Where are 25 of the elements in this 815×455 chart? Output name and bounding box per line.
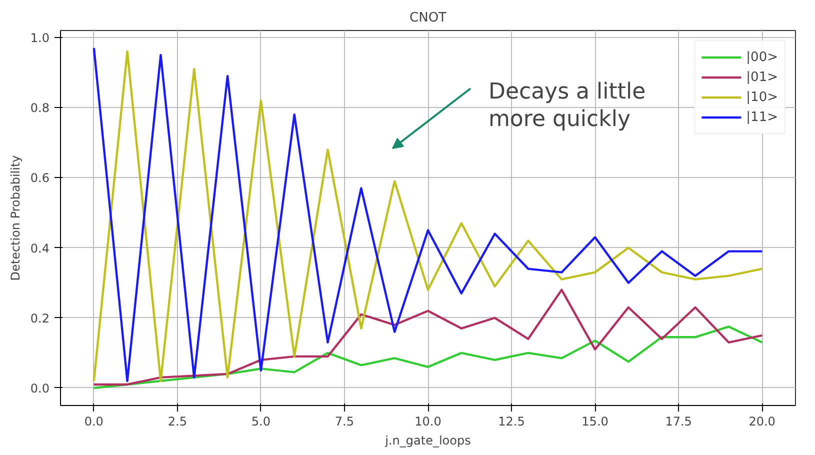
- y-tick-label: 0.8: [30, 101, 50, 116]
- y-tick-label: 0.6: [30, 171, 50, 186]
- x-tick-label: 17.5: [665, 414, 692, 428]
- x-tick-label: 10.0: [414, 414, 442, 428]
- x-tick-label: 12.5: [498, 414, 525, 428]
- legend-label: |00>: [746, 50, 778, 64]
- x-tick-label: 2.5: [168, 414, 187, 428]
- x-axis-title: j.n_gate_loops: [384, 434, 471, 448]
- line-series: [92, 326, 764, 390]
- y-tick-label: 0.0: [30, 381, 50, 396]
- chart-title: CNOT: [410, 10, 447, 26]
- y-tick-label: 1.0: [30, 31, 50, 46]
- x-tick-label: 7.5: [334, 414, 354, 428]
- y-axis-title: Detection Probability: [8, 155, 22, 281]
- legend-label: |01>: [746, 70, 778, 84]
- y-tick-label: 0.4: [30, 241, 50, 256]
- x-tick-label: 20.0: [748, 414, 776, 428]
- x-tick-label: 0.0: [84, 414, 104, 428]
- legend-label: |10>: [746, 90, 778, 104]
- line-series: [92, 288, 764, 386]
- x-tick-label: 15.0: [582, 414, 608, 428]
- legend-label: |11>: [746, 110, 778, 124]
- annotation: Decays a little more quickly: [488, 79, 646, 132]
- x-tick-label: 5.0: [251, 414, 271, 428]
- y-tick-label: 0.2: [30, 311, 50, 326]
